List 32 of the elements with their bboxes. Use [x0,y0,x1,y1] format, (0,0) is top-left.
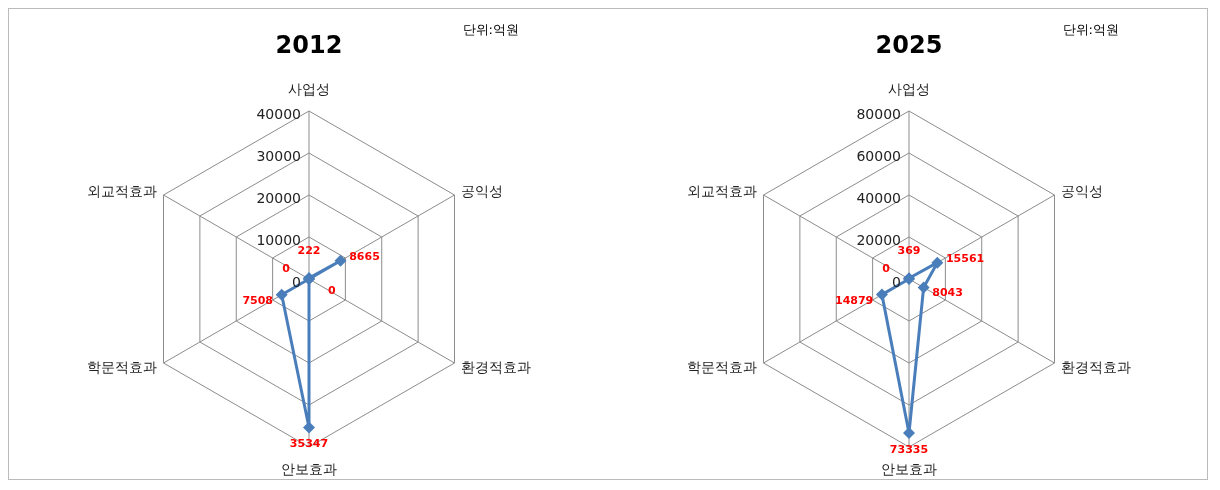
data-label: 14879 [835,293,874,307]
chart-title: 2025 [875,31,943,59]
spoke-label: 사업성 [888,81,930,97]
y-tick-label: 80000 [856,106,901,122]
spoke-label: 외교적효과 [86,183,157,199]
spoke-label: 학문적효과 [86,359,157,375]
data-label: 35347 [289,437,329,451]
data-label: 7508 [242,293,274,307]
spoke-label: 사업성 [288,81,330,97]
text: 단위:억원 [462,21,519,39]
spoke-label: 안보효과 [881,461,937,477]
text: 단위:억원 [1062,21,1119,39]
data-label: 8043 [932,286,963,300]
data-label: 73335 [889,443,929,456]
y-tick-label: 20000 [256,190,301,206]
spoke-label: 환경적효과 [461,359,532,375]
y-tick-label: 40000 [256,106,301,122]
chart-title: 2012 [275,31,343,59]
spoke-label: 환경적효과 [1061,359,1132,375]
spoke-label: 학문적효과 [686,359,757,375]
y-tick-label: 40000 [856,190,901,206]
y-tick-label: 30000 [256,148,301,164]
data-label: 0 [282,262,291,275]
data-label: 0 [882,262,891,275]
y-tick-label: 60000 [856,148,901,164]
data-label: 15561 [945,251,985,265]
spoke-label: 공익성 [461,183,504,199]
data-label: 8665 [349,249,380,263]
spoke-label: 안보효과 [281,461,337,477]
data-label: 0 [328,284,337,297]
spoke-label: 공익성 [1061,183,1104,199]
spoke-label: 외교적효과 [686,183,757,199]
